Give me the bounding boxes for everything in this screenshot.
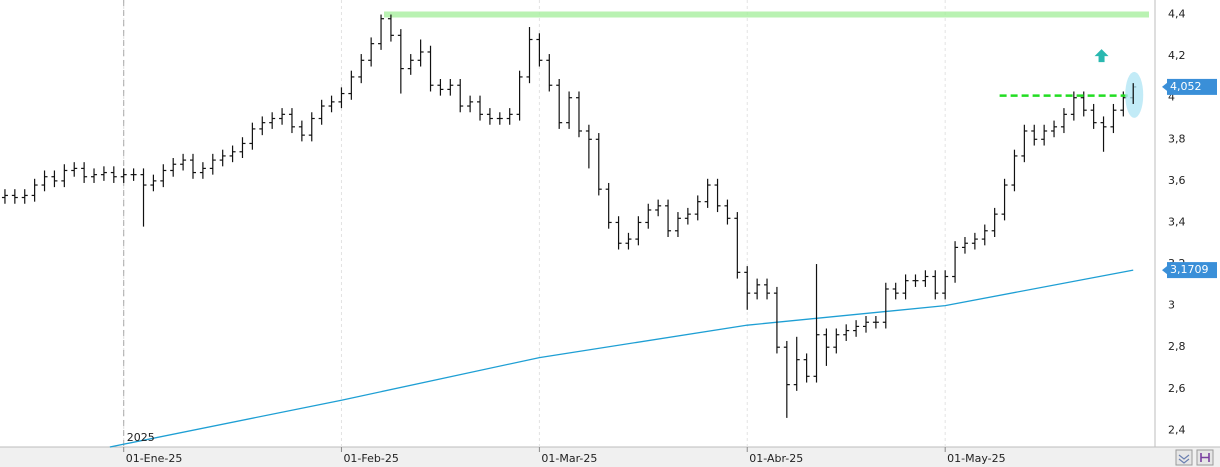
y-tick-label: 4,4 bbox=[1168, 8, 1186, 21]
year-label: 2025 bbox=[127, 431, 155, 444]
y-tick-label: 3,6 bbox=[1168, 174, 1186, 187]
y-tick-label: 3,8 bbox=[1168, 132, 1186, 145]
labels-layer: 2,42,62,833,23,43,63,844,24,401-Ene-2501… bbox=[126, 8, 1217, 465]
moving-average-line bbox=[109, 269, 1134, 448]
y-tick-label: 4 bbox=[1168, 91, 1175, 104]
price-label-box bbox=[1167, 78, 1217, 95]
grid-layer bbox=[123, 0, 946, 452]
signal-highlight bbox=[1125, 71, 1144, 118]
x-tick-label: 01-Feb-25 bbox=[343, 452, 398, 465]
x-axis-area bbox=[0, 447, 1220, 467]
toggle-icon bbox=[1200, 453, 1210, 462]
y-tick-label: 3,4 bbox=[1168, 215, 1186, 228]
scroll-button[interactable] bbox=[1175, 449, 1193, 466]
y-tick-label: 2,8 bbox=[1168, 340, 1186, 353]
x-tick-label: 01-May-25 bbox=[947, 452, 1005, 465]
y-tick-label: 2,4 bbox=[1168, 423, 1186, 436]
price-label: 3,1709 bbox=[1170, 263, 1209, 276]
signal-arrow bbox=[1094, 49, 1109, 63]
y-axis-area bbox=[1155, 0, 1220, 447]
price-label: 4,052 bbox=[1170, 80, 1202, 93]
plot-area bbox=[0, 0, 1155, 447]
collapse-icon bbox=[1178, 454, 1190, 464]
y-tick-label: 2,6 bbox=[1168, 382, 1186, 395]
price-label-box bbox=[1167, 262, 1217, 279]
price-label-pointer bbox=[1162, 266, 1167, 275]
marks-layer bbox=[1, 11, 1149, 448]
y-tick-label: 4,2 bbox=[1168, 49, 1186, 62]
x-tick-label: 01-Mar-25 bbox=[541, 452, 597, 465]
y-tick-label: 3 bbox=[1168, 299, 1175, 312]
x-tick-label: 01-Ene-25 bbox=[126, 452, 183, 465]
price-label-pointer bbox=[1162, 82, 1167, 91]
x-tick-label: 01-Abr-25 bbox=[749, 452, 803, 465]
